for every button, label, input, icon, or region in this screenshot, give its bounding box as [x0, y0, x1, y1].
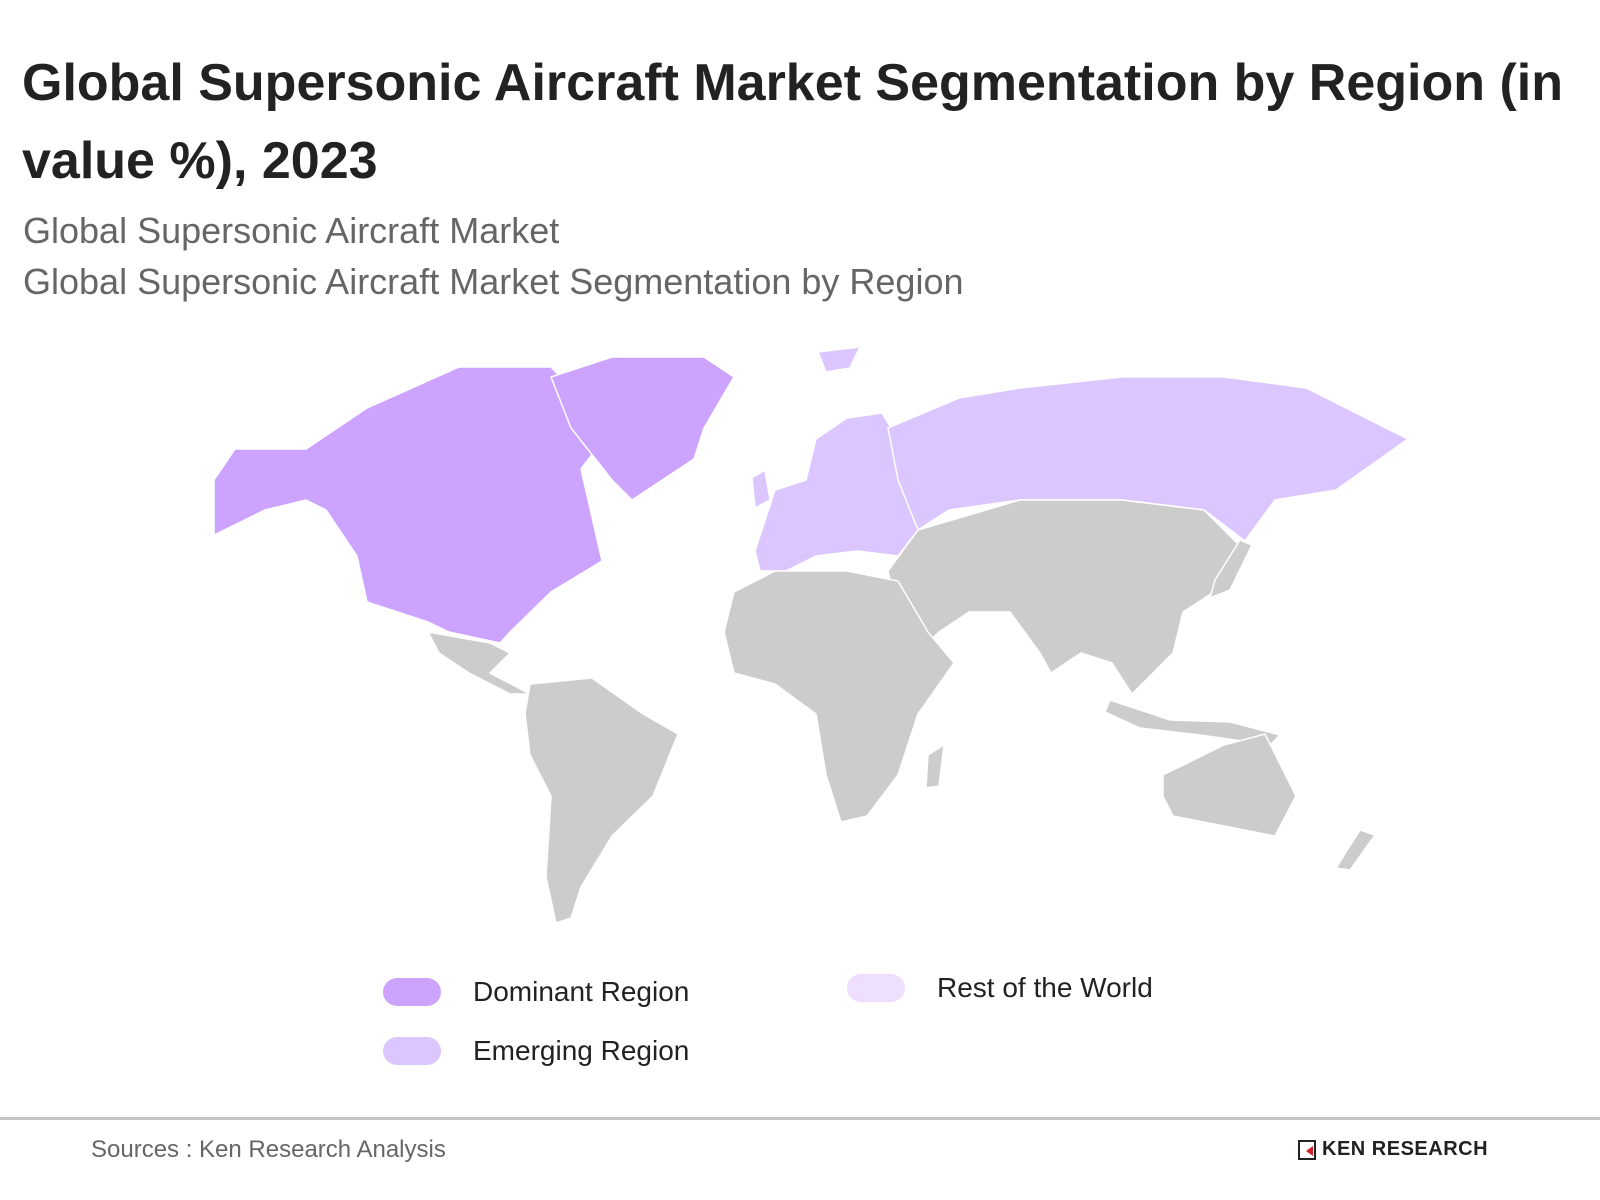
region-madagascar: [925, 743, 945, 789]
legend-swatch-rest: [847, 974, 905, 1002]
legend-swatch-emerging: [383, 1037, 441, 1065]
source-note: Sources : Ken Research Analysis: [91, 1136, 446, 1163]
legend-swatch-dominant: [383, 978, 441, 1006]
footer-divider: [0, 1117, 1600, 1120]
legend-item-rest: Rest of the World: [847, 972, 1153, 1004]
region-svalbard: [816, 346, 862, 373]
subtitle-segmentation: Global Supersonic Aircraft Market Segmen…: [23, 261, 964, 302]
subtitle-market: Global Supersonic Aircraft Market: [23, 210, 560, 251]
region-south-america: [524, 677, 679, 924]
world-map: [213, 346, 1410, 924]
region-uk: [751, 468, 771, 510]
region-central-america: [426, 630, 531, 695]
page-title: Global Supersonic Aircraft Market Segmen…: [22, 54, 1563, 190]
legend-label-rest: Rest of the World: [937, 972, 1153, 1003]
logo-k-icon: [1298, 1139, 1316, 1160]
region-australia: [1162, 733, 1297, 837]
ken-research-logo: KEN RESEARCH: [1298, 1138, 1488, 1161]
legend-item-emerging: Emerging Region: [383, 1035, 689, 1067]
logo-text: KEN RESEARCH: [1322, 1138, 1489, 1160]
legend-item-dominant: Dominant Region: [383, 976, 689, 1008]
region-north-america: [213, 366, 613, 644]
region-africa: [723, 570, 955, 823]
region-greenland: [550, 356, 736, 501]
region-new-zealand: [1334, 829, 1377, 871]
region-japan: [1208, 539, 1254, 600]
legend-label-dominant: Dominant Region: [473, 976, 690, 1007]
legend-label-emerging: Emerging Region: [473, 1035, 690, 1066]
